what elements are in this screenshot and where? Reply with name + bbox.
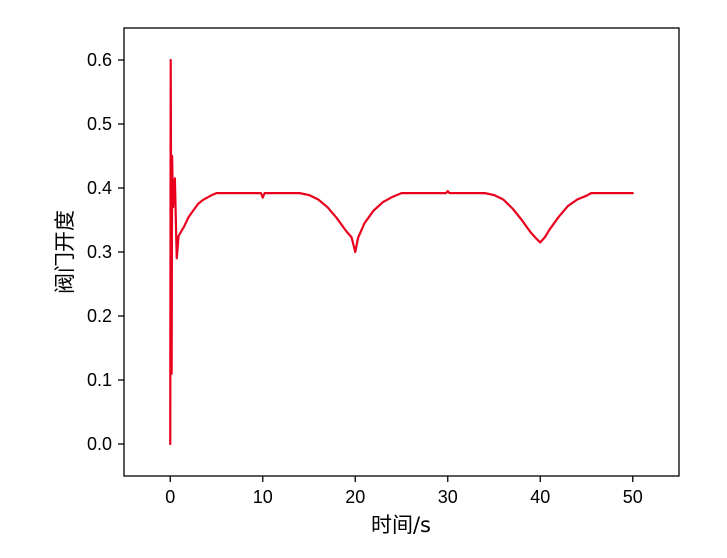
y-tick-label: 0.5 (87, 114, 112, 134)
y-tick-label: 0.1 (87, 370, 112, 390)
y-tick-label: 0.4 (87, 178, 112, 198)
y-tick-label: 0.2 (87, 306, 112, 326)
x-axis-label: 时间/s (371, 513, 431, 537)
y-tick-label: 0.6 (87, 50, 112, 70)
x-tick-label: 40 (530, 487, 550, 507)
y-axis-tick-labels: 0.0 0.1 0.2 0.3 0.4 0.5 0.6 (87, 50, 112, 454)
y-axis-ticks (118, 59, 124, 445)
y-tick-label: 0.0 (87, 434, 112, 454)
x-tick-label: 20 (345, 487, 365, 507)
x-tick-label: 30 (438, 487, 458, 507)
x-tick-label: 0 (165, 487, 175, 507)
series-line (169, 58, 634, 446)
y-axis-label: 阀门开度 (53, 210, 77, 294)
x-axis-tick-labels: 0 10 20 30 40 50 (165, 487, 643, 507)
y-tick-label: 0.3 (87, 242, 112, 262)
x-tick-label: 50 (623, 487, 643, 507)
series-group (169, 58, 634, 446)
plot-frame (123, 27, 680, 477)
x-axis-ticks (169, 476, 634, 482)
x-tick-label: 10 (253, 487, 273, 507)
